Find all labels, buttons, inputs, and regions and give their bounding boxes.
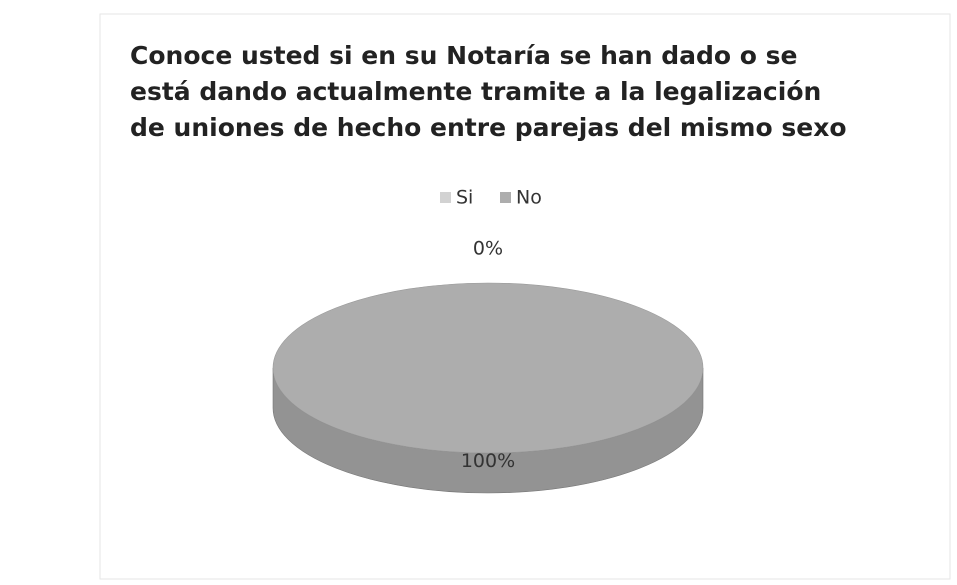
legend-label: No [516, 187, 542, 209]
slice [272, 282, 704, 454]
chart-frame [99, 13, 951, 580]
data-label: 0% [473, 238, 503, 260]
chart-title: Conoce usted si en su Notaría se han dad… [130, 41, 847, 142]
data-label: 100% [461, 450, 515, 472]
legend-swatch [440, 192, 451, 203]
legend-label: Si [456, 187, 473, 209]
legend-swatch [500, 192, 511, 203]
